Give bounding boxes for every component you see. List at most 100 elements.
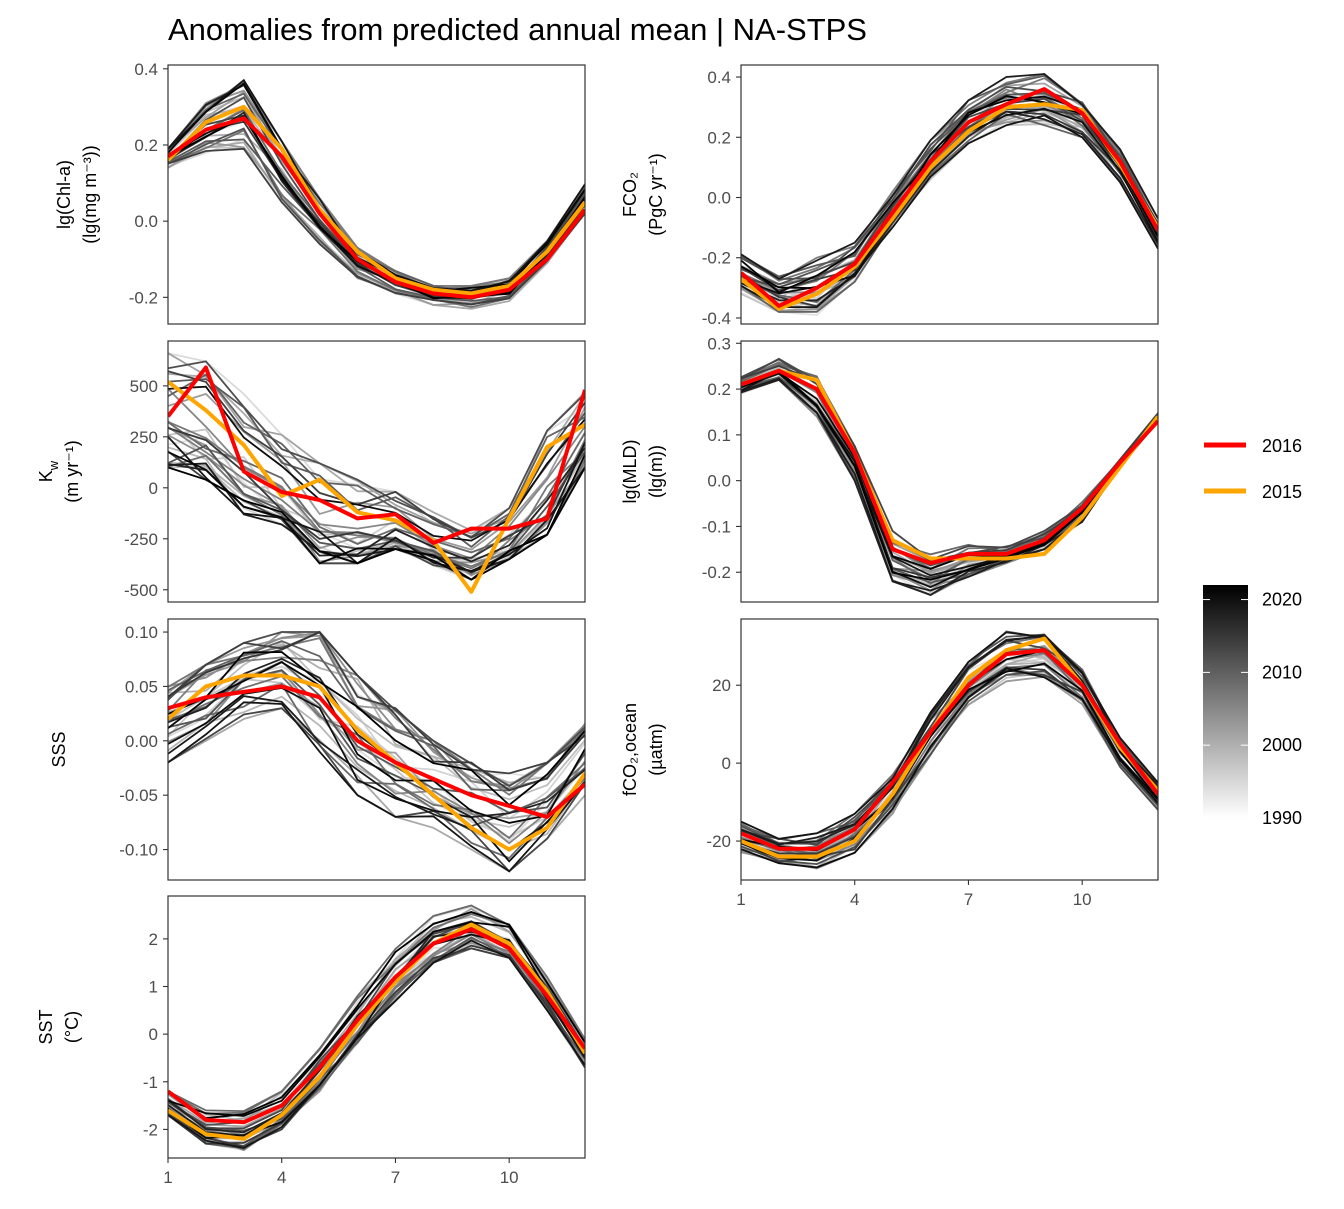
y-axis-label: (°C)	[62, 1011, 82, 1043]
y-tick-label: 0	[722, 754, 731, 773]
year-line-2022	[741, 370, 1158, 581]
year-line-2003	[741, 88, 1158, 285]
y-tick-label: -250	[124, 530, 158, 549]
year-line-1995	[168, 640, 585, 801]
background-year-lines	[168, 630, 585, 873]
year-line-2019	[741, 631, 1158, 840]
year-line-2012	[168, 923, 585, 1130]
series-line-2016	[168, 116, 585, 300]
year-line-2017	[168, 920, 585, 1134]
x-tick-label: 1	[736, 890, 745, 909]
series-line-2015	[168, 922, 585, 1141]
year-line-2003	[741, 378, 1158, 588]
y-axis-label: lg(Chl-a)	[54, 160, 74, 229]
year-line-1990	[741, 645, 1158, 849]
panel-border	[167, 895, 586, 1159]
y-tick-label: -0.2	[702, 563, 731, 582]
panel-0: 0.4 0.2 0.0 -0.2 lg(Chl-a) (lg(mg m⁻³))	[54, 60, 586, 325]
year-line-2022	[168, 651, 585, 807]
year-line-1995	[741, 648, 1158, 855]
year-line-1991	[741, 373, 1158, 587]
year-line-2006	[741, 96, 1158, 292]
y-axis-label: Kw	[36, 460, 61, 482]
series-line-2015	[168, 104, 585, 296]
panel-3: 0.3 0.2 0.1 0.0 -0.1 -0.2 lg(MLD) (lg(m))	[620, 334, 1159, 603]
background-year-lines	[168, 904, 585, 1152]
background-year-lines	[741, 73, 1158, 316]
year-line-2019	[168, 939, 585, 1149]
year-line-2006	[168, 675, 585, 840]
year-line-2004	[741, 652, 1158, 852]
year-line-2022	[741, 649, 1158, 852]
y-tick-label: -500	[124, 581, 158, 600]
y-tick-label: -0.2	[129, 288, 158, 307]
year-line-2018	[741, 633, 1158, 846]
colorbar-label: 2000	[1262, 735, 1302, 755]
year-line-2018	[741, 73, 1158, 280]
year-line-2013	[168, 631, 585, 775]
y-tick-label: 0.05	[125, 677, 158, 696]
y-tick-label: 250	[130, 428, 158, 447]
year-line-2004	[741, 73, 1158, 281]
y-tick-label: 500	[130, 377, 158, 396]
colorbar	[1203, 585, 1248, 818]
year-line-1992	[741, 654, 1158, 859]
year-line-2017	[741, 110, 1158, 302]
year-line-2019	[168, 436, 585, 572]
y-tick-label: 0.10	[125, 623, 158, 642]
year-line-1998	[168, 373, 585, 532]
year-line-2019	[168, 701, 585, 873]
series-line-2015	[741, 636, 1158, 859]
year-line-2012	[741, 639, 1158, 846]
panel-border	[167, 64, 586, 325]
year-line-2011	[741, 85, 1158, 281]
y-tick-label: 0.2	[134, 136, 158, 155]
year-line-2007	[741, 650, 1158, 855]
year-line-2014	[168, 944, 585, 1145]
y-tick-label: 0.0	[707, 189, 731, 208]
x-tick-label: 7	[391, 1168, 400, 1187]
series-line-2016	[168, 684, 585, 819]
year-line-2007	[741, 363, 1158, 556]
y-tick-label: 0	[149, 479, 158, 498]
chart-title: Anomalies from predicted annual mean | N…	[168, 12, 867, 47]
y-axis-label: (lg(m))	[646, 445, 666, 498]
year-line-1996	[741, 650, 1158, 857]
background-year-lines	[168, 352, 585, 581]
y-tick-label: -0.2	[702, 249, 731, 268]
panel-border	[740, 340, 1159, 603]
year-line-2021	[168, 661, 585, 824]
y-axis-label: FCO₂	[620, 172, 640, 217]
legend-label-2015: 2015	[1262, 482, 1302, 502]
year-line-2001	[741, 644, 1158, 844]
y-tick-label: 0.0	[134, 212, 158, 231]
panel-border	[167, 618, 586, 881]
x-tick-label: 7	[964, 890, 973, 909]
series-line-2016	[741, 87, 1158, 308]
y-tick-label: -1	[143, 1073, 158, 1092]
y-tick-label: 1	[149, 978, 158, 997]
year-line-2008	[168, 373, 585, 538]
year-line-2000	[168, 392, 585, 551]
colorbar-label: 2020	[1262, 590, 1302, 610]
year-line-2018	[168, 462, 585, 573]
y-tick-label: -0.10	[119, 841, 158, 860]
year-line-2006	[741, 635, 1158, 845]
y-tick-label: 0.4	[707, 68, 731, 87]
y-axis-label: (lg(mg m⁻³))	[80, 145, 100, 243]
y-axis-label: SSS	[49, 731, 69, 767]
x-tick-label: 1	[163, 1168, 172, 1187]
panel-5: 20 0 -20 1 4 7 10 fCO₂,ocean (µatm)	[620, 618, 1159, 909]
panel-4: 0.10 0.05 0.00 -0.05 -0.10 SSS	[49, 618, 586, 881]
year-line-2011	[168, 360, 585, 539]
y-tick-label: 0.2	[707, 380, 731, 399]
y-tick-label: -20	[706, 832, 731, 851]
year-line-2004	[168, 83, 585, 287]
background-year-lines	[741, 630, 1158, 870]
colorbar-ticks: 2020 2010 2000 1990	[1203, 590, 1302, 828]
y-tick-label: -0.05	[119, 786, 158, 805]
year-line-2021	[168, 451, 585, 581]
year-line-2013	[168, 147, 585, 306]
